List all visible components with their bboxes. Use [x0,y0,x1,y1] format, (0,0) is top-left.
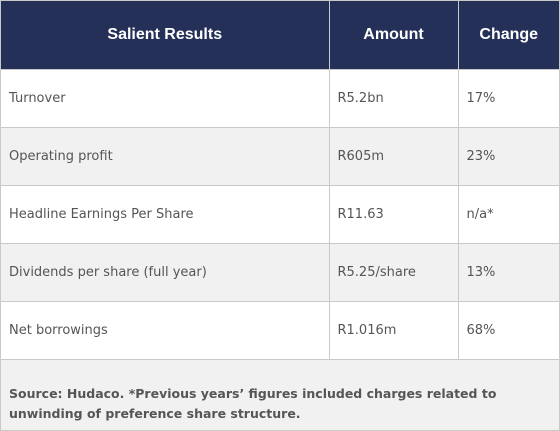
column-header-amount: Amount [329,1,459,70]
table-row: Operating profit R605m 23% [1,127,559,186]
table-row: Dividends per share (full year) R5.25/sh… [1,243,559,302]
row-amount: R5.25/share [329,243,459,302]
table-row: Headline Earnings Per Share R11.63 n/a* [1,185,559,244]
salient-results-table: Salient Results Amount Change Turnover R… [1,1,559,359]
row-label: Dividends per share (full year) [1,243,330,302]
row-amount: R11.63 [329,185,459,244]
row-change: 13% [458,243,559,302]
row-change: 23% [458,127,559,186]
row-change: n/a* [458,185,559,244]
table-row: Turnover R5.2bn 17% [1,69,559,128]
column-header-change: Change [458,1,559,70]
table-row: Net borrowings R1.016m 68% [1,301,559,359]
row-amount: R5.2bn [329,69,459,128]
row-amount: R1.016m [329,301,459,359]
row-change: 68% [458,301,559,359]
row-change: 17% [458,69,559,128]
column-header-salient-results: Salient Results [1,1,330,70]
row-label: Operating profit [1,127,330,186]
row-label: Net borrowings [1,301,330,359]
row-amount: R605m [329,127,459,186]
row-label: Headline Earnings Per Share [1,185,330,244]
table-header-row: Salient Results Amount Change [1,1,559,70]
row-label: Turnover [1,69,330,128]
source-footnote: Source: Hudaco. *Previous years’ figures… [1,359,559,430]
